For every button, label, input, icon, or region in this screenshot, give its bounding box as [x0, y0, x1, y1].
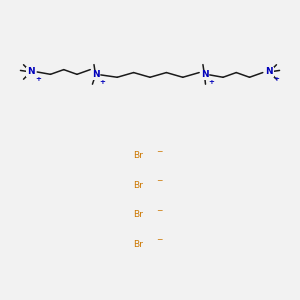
- Text: +: +: [273, 76, 279, 82]
- Text: N: N: [266, 68, 273, 76]
- Text: −: −: [156, 147, 162, 156]
- Text: N: N: [201, 70, 208, 80]
- Text: +: +: [100, 79, 106, 85]
- Text: +: +: [35, 76, 41, 82]
- Text: −: −: [156, 176, 162, 185]
- Text: Br: Br: [133, 240, 143, 249]
- Text: Br: Br: [133, 152, 143, 160]
- Text: N: N: [92, 70, 99, 80]
- Text: −: −: [156, 206, 162, 215]
- Text: −: −: [156, 235, 162, 244]
- Text: +: +: [208, 79, 214, 85]
- Text: Br: Br: [133, 210, 143, 219]
- Text: N: N: [27, 68, 34, 76]
- Text: Br: Br: [133, 181, 143, 190]
